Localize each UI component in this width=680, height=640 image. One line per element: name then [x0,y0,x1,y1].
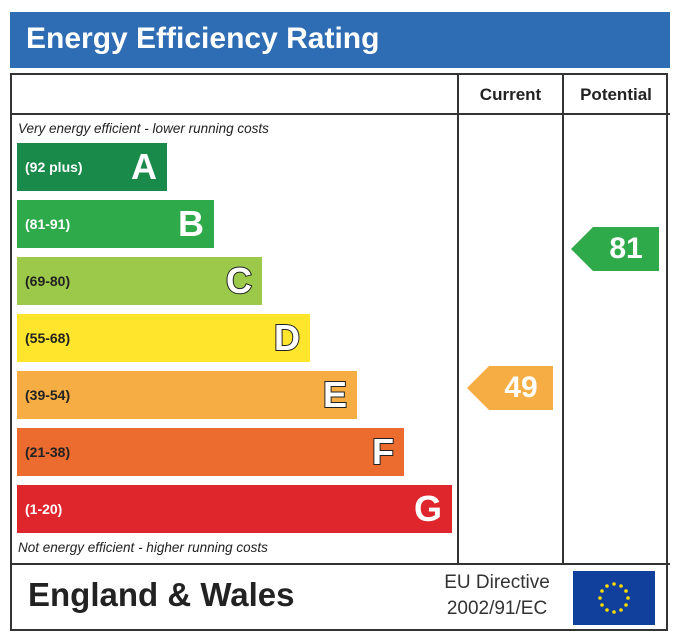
band-range: (92 plus) [25,159,83,175]
divider-potential [562,73,564,565]
rating-table-frame [10,73,668,631]
band-letter: E [322,373,348,416]
band-letter: C [225,259,253,302]
band-b: (81-91) B [17,200,214,248]
footer-country: England & Wales [28,576,295,613]
band-a: (92 plus) A [17,143,167,191]
band-d: (55-68) D [17,314,310,362]
potential-rating-value: 81 [593,227,659,271]
band-letter: A [131,146,157,187]
potential-rating-arrow: 81 [571,227,659,271]
current-rating-value: 49 [489,366,553,410]
band-range: (81-91) [25,216,71,232]
band-f: (21-38) F [17,428,404,476]
directive-line-1: EU Directive [444,572,550,593]
band-range: (69-80) [25,273,71,289]
column-header-current: Current [479,85,542,104]
eu-flag-icon [573,571,655,625]
band-range: (55-68) [25,330,71,346]
band-letter: B [178,203,204,244]
band-letter: G [413,488,442,529]
arrow-tip [571,227,593,271]
band-g: (1-20) G [17,485,452,533]
directive-line-2: 2002/91/EC [446,598,548,619]
band-range: (1-20) [25,501,63,517]
band-range: (39-54) [25,387,71,403]
arrow-tip [467,366,489,410]
eu-flag-stars [598,582,630,614]
band-range: (21-38) [25,444,71,460]
band-e: (39-54) E [17,371,357,419]
column-header-potential: Potential [580,85,652,104]
band-letter: D [273,316,301,359]
caption-bottom: Not energy efficient - higher running co… [18,540,268,555]
footer-divider [10,563,670,565]
header-divider [10,113,670,115]
title-bar: Energy Efficiency Rating [10,12,670,68]
current-rating-arrow: 49 [467,366,553,410]
footer-directive: EU Directive 2002/91/EC [432,570,562,622]
band-letter: F [371,430,395,473]
band-c: (69-80) C [17,257,262,305]
caption-top: Very energy efficient - lower running co… [18,121,269,136]
page-title: Energy Efficiency Rating [26,22,380,55]
divider-current [457,73,459,565]
